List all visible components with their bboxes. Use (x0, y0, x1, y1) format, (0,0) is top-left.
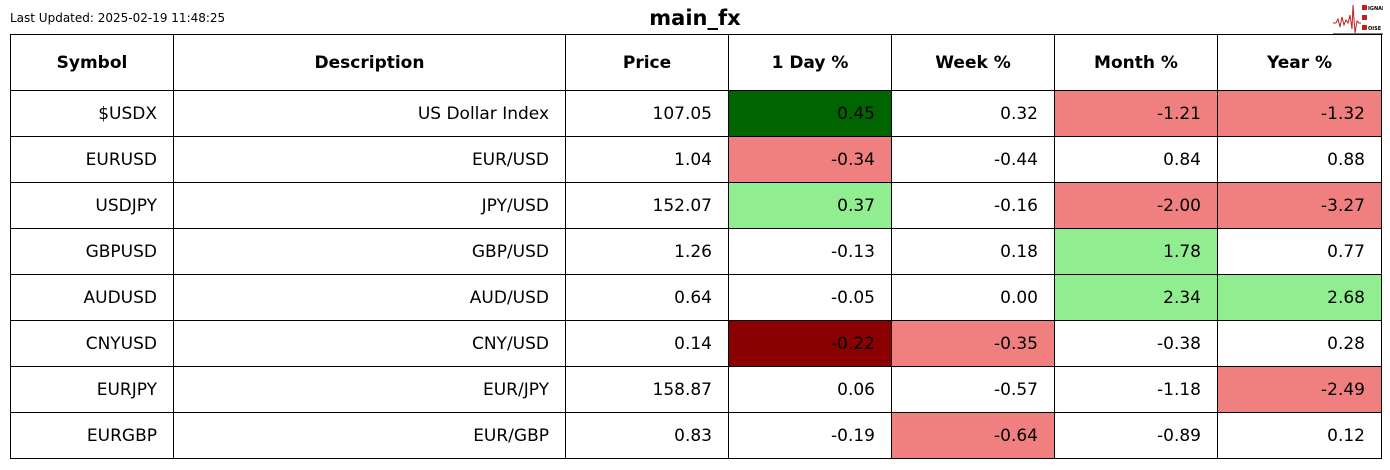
table-row: EURJPY EUR/JPY 158.87 0.06 -0.57 -1.18 -2.49 (10, 366, 1382, 413)
table-cell: -3.27 (1217, 182, 1382, 229)
table-cell: AUD/USD (173, 274, 566, 321)
table-cell: 0.28 (1217, 320, 1382, 367)
table-cell: -0.34 (728, 136, 892, 183)
table-cell: -0.57 (891, 366, 1055, 413)
table-cell: 0.37 (728, 182, 892, 229)
table-cell: -1.18 (1054, 366, 1218, 413)
table-cell: AUDUSD (10, 274, 174, 321)
table-cell: 0.12 (1217, 412, 1382, 459)
table-cell: -0.38 (1054, 320, 1218, 367)
svg-text:IGNAL: IGNAL (1368, 6, 1383, 12)
table-cell: -2.00 (1054, 182, 1218, 229)
table-cell: EURUSD (10, 136, 174, 183)
table-cell: 2.34 (1054, 274, 1218, 321)
column-header-price: Price (565, 34, 729, 91)
table-cell: CNY/USD (173, 320, 566, 367)
table-cell: 158.87 (565, 366, 729, 413)
page-title: main_fx (649, 6, 741, 30)
table-row: EURUSD EUR/USD 1.04 -0.34 -0.44 0.84 0.88 (10, 136, 1382, 183)
header-row: Symbol Description Price 1 Day % Week % Month… (10, 34, 1382, 91)
table-row: USDJPY JPY/USD 152.07 0.37 -0.16 -2.00 -3.27 (10, 182, 1382, 229)
table-row: CNYUSD CNY/USD 0.14 -0.22 -0.35 -0.38 0.28 (10, 320, 1382, 367)
table-cell: -1.21 (1054, 90, 1218, 137)
table-cell: -0.16 (891, 182, 1055, 229)
table-cell: GBP/USD (173, 228, 566, 275)
table-cell: EURGBP (10, 412, 174, 459)
table-cell: GBPUSD (10, 228, 174, 275)
column-header-symbol: Symbol (10, 34, 174, 91)
table-row: EURGBP EUR/GBP 0.83 -0.19 -0.64 -0.89 0.12 (10, 412, 1382, 459)
table-row: AUDUSD AUD/USD 0.64 -0.05 0.00 2.34 2.68 (10, 274, 1382, 321)
table-cell: 0.88 (1217, 136, 1382, 183)
table-cell: -0.44 (891, 136, 1055, 183)
table-cell: EUR/GBP (173, 412, 566, 459)
table-cell: 0.32 (891, 90, 1055, 137)
table-cell: 0.14 (565, 320, 729, 367)
fx-table: Symbol Description Price 1 Day % Week % Month… (10, 34, 1382, 459)
table-cell: 0.18 (891, 228, 1055, 275)
table-cell: 0.83 (565, 412, 729, 459)
column-header-week: Week % (891, 34, 1055, 91)
table-cell: JPY/USD (173, 182, 566, 229)
table-row: $USDX US Dollar Index 107.05 0.45 0.32 -1.21-… (10, 90, 1382, 137)
table-cell: -0.89 (1054, 412, 1218, 459)
last-updated-text: Last Updated: 2025-02-19 11:48:25 (10, 11, 226, 25)
table-cell: EUR/JPY (173, 366, 566, 413)
column-header-month: Month % (1054, 34, 1218, 91)
table-cell: 0.45 (728, 90, 892, 137)
table-cell: -1.32 (1217, 90, 1382, 137)
table-cell: -0.35 (891, 320, 1055, 367)
table-cell: 1.26 (565, 228, 729, 275)
table-cell: 107.05 (565, 90, 729, 137)
table-cell: -0.19 (728, 412, 892, 459)
table-cell: -0.05 (728, 274, 892, 321)
table-cell: EURJPY (10, 366, 174, 413)
table-cell: -0.64 (891, 412, 1055, 459)
table-cell: 2.68 (1217, 274, 1382, 321)
table-cell: -2.49 (1217, 366, 1382, 413)
table-cell: $USDX (10, 90, 174, 137)
table-row: GBPUSD GBP/USD 1.26 -0.13 0.18 1.78 0.77 (10, 228, 1382, 275)
table-cell: EUR/USD (173, 136, 566, 183)
column-header-year: Year % (1217, 34, 1382, 91)
table-cell: US Dollar Index (173, 90, 566, 137)
table-cell: -0.22 (728, 320, 892, 367)
table-cell: 0.64 (565, 274, 729, 321)
table-cell: 0.77 (1217, 228, 1382, 275)
signal-2-noise-logo: IGNAL OISE (1333, 4, 1383, 35)
table-cell: CNYUSD (10, 320, 174, 367)
column-header-description: Description (173, 34, 566, 91)
column-header-1-day: 1 Day % (728, 34, 892, 91)
table-cell: 152.07 (565, 182, 729, 229)
table-cell: 0.00 (891, 274, 1055, 321)
table-cell: USDJPY (10, 182, 174, 229)
table-cell: 1.78 (1054, 228, 1218, 275)
table-cell: 1.04 (565, 136, 729, 183)
table-cell: 0.84 (1054, 136, 1218, 183)
table-cell: 0.06 (728, 366, 892, 413)
svg-text:OISE: OISE (1368, 26, 1382, 32)
table-cell: -0.13 (728, 228, 892, 275)
